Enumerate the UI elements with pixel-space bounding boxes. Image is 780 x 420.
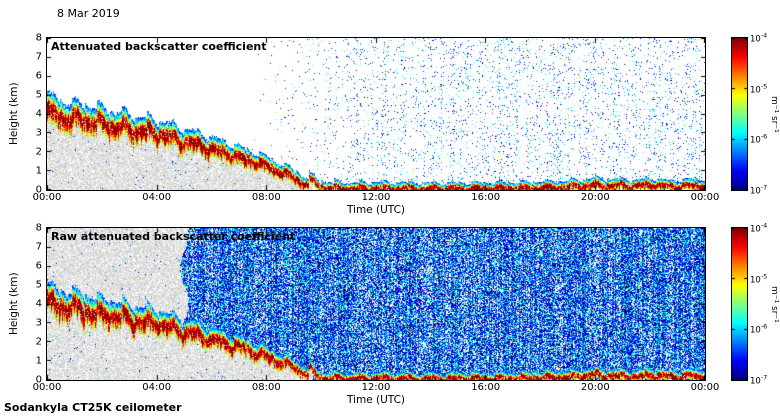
x-tick-label: 16:00 bbox=[471, 192, 501, 203]
bottom-x-tick-labels: 00:00 04:00 08:00 12:00 16:00 20:00 00:00 bbox=[33, 382, 720, 394]
bottom-colorbar bbox=[731, 227, 748, 381]
top-colorbar-unit-label: m⁻¹ sr⁻¹ bbox=[769, 95, 779, 133]
x-tick-label: 08:00 bbox=[251, 192, 281, 203]
bottom-y-axis-label: Height (km) bbox=[8, 272, 20, 336]
top-x-axis-label: Time (UTC) bbox=[346, 204, 406, 216]
x-tick-label: 04:00 bbox=[142, 192, 172, 203]
y-tick-label: 6 bbox=[35, 260, 42, 272]
y-tick-label: 8 bbox=[35, 32, 42, 44]
figure-date-title: 8 Mar 2019 bbox=[57, 7, 120, 20]
y-tick-label: 2 bbox=[35, 336, 42, 348]
bottom-panel-title: Raw attenuated backscatter coefficient bbox=[51, 230, 296, 243]
colorbar-tick-label: 10-7 bbox=[750, 183, 768, 197]
x-tick-label: 08:00 bbox=[251, 382, 281, 393]
y-tick-label: 7 bbox=[35, 241, 42, 253]
raw-attenuated-backscatter-heatmap bbox=[46, 227, 706, 381]
top-y-axis-label: Height (km) bbox=[8, 82, 20, 146]
colorbar-tick-label: 10-4 bbox=[750, 221, 768, 235]
x-tick-label: 00:00 bbox=[690, 192, 720, 203]
y-tick-label: 7 bbox=[35, 51, 42, 63]
instrument-label: Sodankyla CT25K ceilometer bbox=[4, 401, 182, 414]
y-tick-label: 1 bbox=[35, 165, 42, 177]
colorbar-tick-label: 10-7 bbox=[750, 373, 768, 387]
y-tick-label: 3 bbox=[35, 317, 42, 329]
y-tick-label: 4 bbox=[35, 108, 42, 120]
x-tick-label: 00:00 bbox=[32, 192, 62, 203]
colorbar-tick-label: 10-6 bbox=[750, 132, 768, 146]
top-y-tick-labels: 0 1 2 3 4 5 6 7 8 bbox=[28, 33, 44, 196]
colorbar-tick-label: 10-6 bbox=[750, 322, 768, 336]
colorbar-tick-label: 10-4 bbox=[750, 31, 768, 45]
y-tick-label: 5 bbox=[35, 89, 42, 101]
y-tick-label: 6 bbox=[35, 70, 42, 82]
top-panel-title: Attenuated backscatter coefficient bbox=[51, 40, 267, 53]
x-tick-label: 00:00 bbox=[690, 382, 720, 393]
y-tick-label: 3 bbox=[35, 127, 42, 139]
y-tick-label: 1 bbox=[35, 355, 42, 367]
y-tick-label: 8 bbox=[35, 222, 42, 234]
top-colorbar bbox=[731, 37, 748, 191]
x-tick-label: 12:00 bbox=[361, 382, 391, 393]
colorbar-tick-label: 10-5 bbox=[750, 82, 768, 96]
x-tick-label: 00:00 bbox=[32, 382, 62, 393]
bottom-colorbar-unit-label: m⁻¹ sr⁻¹ bbox=[769, 285, 779, 323]
y-tick-label: 5 bbox=[35, 279, 42, 291]
y-tick-label: 4 bbox=[35, 298, 42, 310]
top-x-tick-labels: 00:00 04:00 08:00 12:00 16:00 20:00 00:00 bbox=[33, 192, 720, 204]
bottom-colorbar-tick-labels: 10-4 10-5 10-6 10-7 bbox=[750, 222, 770, 387]
y-tick-label: 0 bbox=[35, 374, 42, 386]
x-tick-label: 16:00 bbox=[471, 382, 501, 393]
bottom-y-tick-labels: 0 1 2 3 4 5 6 7 8 bbox=[28, 223, 44, 386]
attenuated-backscatter-heatmap bbox=[46, 37, 706, 191]
x-tick-label: 20:00 bbox=[580, 382, 610, 393]
y-tick-label: 0 bbox=[35, 184, 42, 196]
x-tick-label: 04:00 bbox=[142, 382, 172, 393]
colorbar-tick-label: 10-5 bbox=[750, 272, 768, 286]
x-tick-label: 12:00 bbox=[361, 192, 391, 203]
x-tick-label: 20:00 bbox=[580, 192, 610, 203]
y-tick-label: 2 bbox=[35, 146, 42, 158]
bottom-x-axis-label: Time (UTC) bbox=[346, 394, 406, 406]
top-colorbar-tick-labels: 10-4 10-5 10-6 10-7 bbox=[750, 32, 770, 197]
